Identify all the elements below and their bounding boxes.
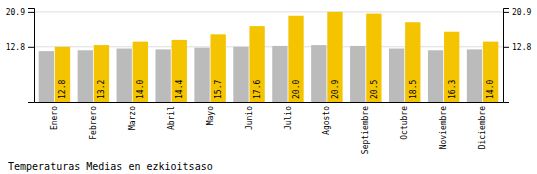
bars — [39, 12, 499, 102]
x-tick-label: Julio — [284, 106, 293, 130]
grid-line — [34, 11, 503, 12]
x-tick: Agosto — [322, 106, 331, 135]
x-axis: Enero Febrero Marzo Abril Mayo Junio Julio Agos… — [35, 103, 504, 155]
x-tick-label: Febrero — [89, 106, 98, 140]
data-label: 18.5 — [409, 80, 418, 99]
bar — [389, 49, 404, 102]
data-label: 14.4 — [175, 80, 184, 99]
bar — [233, 47, 248, 102]
data-label: 14.0 — [136, 80, 145, 99]
chart-container: 12.8 13.2 14.0 14.4 15.7 17.6 20.0 20.9 20.5 18.5… — [0, 0, 537, 174]
y-tick-label: 20.9 — [6, 8, 25, 17]
x-tick-label: Marzo — [128, 106, 137, 130]
data-label: 20.5 — [370, 80, 379, 99]
bar — [483, 42, 498, 102]
y2-tick-mark — [503, 12, 509, 13]
bar — [155, 49, 170, 102]
x-tick: Septiembre — [361, 106, 370, 154]
data-labels: 12.8 13.2 14.0 14.4 15.7 17.6 20.0 20.9 20.5 18.5… — [58, 80, 495, 99]
y-tick-mark — [28, 12, 34, 13]
x-tick: Febrero — [89, 106, 98, 140]
bar — [467, 49, 482, 102]
bar — [366, 14, 381, 102]
y-tick: 20.9 — [6, 8, 34, 17]
bar — [78, 50, 93, 102]
x-tick: Enero — [50, 106, 59, 130]
y2-axis: 12.8 20.9 — [503, 8, 531, 103]
x-tick: Diciembre — [478, 106, 487, 150]
bar — [194, 48, 209, 102]
x-tick: Julio — [284, 106, 293, 130]
x-tick-label: Agosto — [322, 106, 331, 135]
bar — [117, 49, 132, 102]
bar — [272, 46, 287, 102]
plot-area: 12.8 13.2 14.0 14.4 15.7 17.6 20.0 20.9 20.5 18.5… — [6, 8, 532, 154]
x-tick-label: Abril — [167, 106, 176, 130]
x-tick: Junio — [245, 106, 254, 130]
data-label: 20.0 — [292, 80, 301, 99]
bar — [350, 46, 365, 102]
data-label: 14.0 — [486, 80, 495, 99]
bar-series — [55, 12, 498, 102]
y-tick-mark — [28, 47, 34, 48]
data-label: 12.8 — [58, 80, 67, 99]
x-tick-label: Noviembre — [439, 106, 448, 150]
data-label: 13.2 — [97, 80, 106, 99]
x-tick: Noviembre — [439, 106, 448, 150]
x-tick-label: Octubre — [400, 106, 409, 140]
x-tick: Abril — [167, 106, 176, 130]
x-tick: Marzo — [128, 106, 137, 130]
y-axis: 12.8 20.9 — [6, 8, 35, 103]
bar — [55, 47, 70, 102]
y2-axis-line — [504, 9, 510, 103]
x-tick-label: Mayo — [206, 106, 215, 125]
x-tick-label: Diciembre — [478, 106, 487, 150]
y2-tick-label: 12.8 — [512, 43, 531, 52]
y2-tick-mark — [503, 47, 509, 48]
bar — [311, 45, 326, 102]
bar — [249, 26, 264, 102]
grid — [34, 12, 503, 47]
y-tick-label: 12.8 — [6, 43, 25, 52]
x-tick-label: Septiembre — [361, 106, 370, 154]
bar — [288, 16, 303, 102]
bar — [211, 34, 226, 102]
bar — [133, 42, 148, 102]
chart-svg: 12.8 13.2 14.0 14.4 15.7 17.6 20.0 20.9 20.5 18.5… — [0, 0, 537, 174]
bar — [327, 12, 342, 102]
bar — [428, 50, 443, 102]
bar — [172, 40, 187, 102]
x-tick-label: Enero — [50, 106, 59, 130]
x-tick: Mayo — [206, 106, 215, 125]
bar — [94, 45, 109, 102]
y-tick: 12.8 — [6, 43, 34, 52]
bar — [39, 51, 54, 102]
title: Temperaturas Medias en ezkioitsaso — [8, 161, 213, 172]
data-label: 15.7 — [214, 80, 223, 99]
data-label: 16.3 — [448, 80, 457, 99]
bar — [405, 22, 420, 102]
y2-tick: 20.9 — [503, 8, 531, 17]
y-axis-line — [28, 9, 35, 103]
x-axis-line — [35, 102, 504, 103]
x-tick: Octubre — [400, 106, 409, 140]
y2-tick: 12.8 — [503, 43, 531, 52]
bar — [444, 32, 459, 102]
x-tick-label: Junio — [245, 106, 254, 130]
data-label: 20.9 — [331, 80, 340, 99]
y2-tick-label: 20.9 — [512, 8, 531, 17]
data-label: 17.6 — [253, 80, 262, 99]
